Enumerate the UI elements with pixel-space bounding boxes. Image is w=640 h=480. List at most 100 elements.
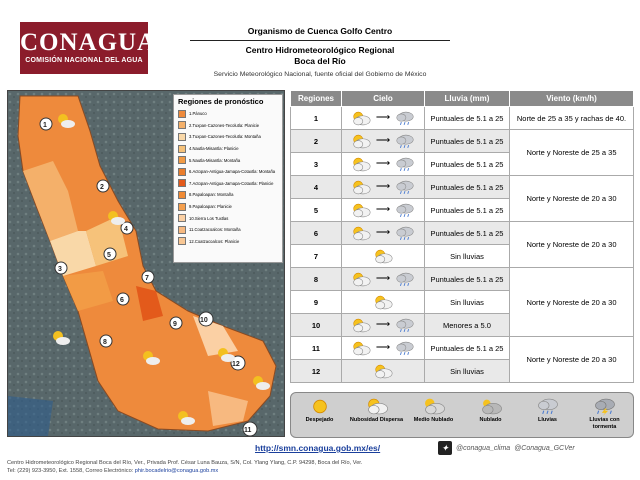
org-title: Organismo de Cuenca Golfo Centro [247,26,393,36]
header-regiones: Regiones [290,90,342,107]
region-label: 7 [145,275,149,282]
thunderstorm-icon [594,398,615,416]
map-legend: Regiones de pronóstico 1.Pánuco 2.Tuxpan-… [173,94,283,263]
table-row: 9 Sin lluvias [290,290,634,314]
rain-icon [396,272,414,286]
footer-address: Centro Hidrometeorológico Regional Boca … [7,460,363,466]
region-label: 2 [100,184,104,191]
region-number: 12 [290,359,342,383]
partly-cloudy-icon [353,111,371,125]
region-number: 9 [290,290,342,314]
footer-phone: Tel: (229) 923-3950, Ext. 1558, Correo E… [7,467,135,474]
region-number: 3 [290,152,342,176]
sky-forecast: ⟶ [341,198,425,222]
legend-item-label: 5.Nautla-Misantla: Montaña [189,157,241,163]
sky-forecast: ⟶ [341,221,425,245]
cloudy-icon [481,399,502,415]
header-lluvia: Lluvia (mm) [424,90,510,107]
footer-email-link[interactable]: phir.bocadelrio@conagua.gob.mx [134,467,219,474]
rain-forecast: Puntuales de 5.1 a 25 [424,198,510,222]
arrow-right-icon: ⟶ [375,204,391,215]
region-number: 11 [290,336,342,360]
sky-forecast: ⟶ [341,267,425,291]
legend-item: 5.Nautla-Misantla: Montaña [174,154,282,166]
legend-swatch [178,225,186,234]
rain-icon [396,111,414,125]
legend-item: 2.Tuxpan-Cazones-Tecolutla: Planicie [174,120,282,132]
legend-item: 1.Pánuco [174,108,282,120]
arrow-right-icon: ⟶ [375,227,391,238]
region-label: 11 [244,427,252,434]
legend-item: 3.Tuxpan-Cazones-Tecolutla: Montaña [174,131,282,143]
icon-legend-item: Nubosidad Dispersa [350,393,404,424]
rain-forecast: Sin lluvias [424,290,510,314]
table-header-row: Regiones Cielo Lluvia (mm) Viento (km/h) [290,90,634,107]
conagua-logo: CONAGUA COMISIÓN NACIONAL DEL AGUA [20,22,155,74]
sky-forecast: ⟶ [341,175,425,199]
partly-cloudy-icon [375,295,393,309]
social-handles: ✦ @conagua_clima @Conagua_GCVer [438,441,575,455]
region-label: 1 [43,122,47,129]
legend-item: 8.Papaloapan: Montaña [174,189,282,201]
sea-area [8,396,53,436]
legend-item-label: 12.Coatzacoalcos: Planicie [189,238,240,244]
partly-cloudy-icon [353,157,371,171]
sky-forecast [341,244,425,268]
partly-cloudy-icon [353,226,371,240]
wind-forecast: Norte y Noreste de 20 a 30 [509,221,634,268]
arrow-right-icon: ⟶ [375,158,391,169]
icon-legend-item: Lluvias con tormenta [578,393,632,430]
footer: Centro Hidrometeorológico Regional Boca … [7,460,362,475]
legend-item-label: 6.Actopan-Antigua-Jamapa-Cotaxtla: Monta… [189,169,276,175]
region-label: 3 [58,266,62,273]
wind-forecast: Norte y Noreste de 20 a 30 [509,267,634,337]
region-label: 12 [232,361,240,368]
rain-icon [396,180,414,194]
header-cielo: Cielo [341,90,425,107]
smn-website-link[interactable]: http://smn.conagua.gob.mx/es/ [255,443,381,453]
legend-swatch [178,237,186,246]
legend-swatch [178,144,186,153]
legend-swatch [178,179,186,188]
service-line: Servicio Meteorológico Nacional, fuente … [213,71,427,78]
partly-cloudy-icon [353,134,371,148]
region-number: 8 [290,267,342,291]
icon-legend-item: Despejado [293,393,347,424]
rain-forecast: Puntuales de 5.1 a 25 [424,267,510,291]
arrow-right-icon: ⟶ [375,135,391,146]
legend-item-label: 11.Coatzacoalcos: Montaña [189,227,241,233]
region-label: 9 [173,321,177,328]
rain-forecast: Menores a 5.0 [424,313,510,337]
rain-forecast: Puntuales de 5.1 a 25 [424,106,510,130]
rain-forecast: Puntuales de 5.1 a 25 [424,175,510,199]
region-label: 10 [200,317,208,324]
table-row: 2 ⟶ Puntuales de 5.1 a 25 Norte y Noreste d… [290,129,634,176]
legend-title: Regiones de pronóstico [178,97,264,106]
icon-legend-item: Nublado [464,393,518,424]
twitter-handle-clima[interactable]: @conagua_clima [456,444,511,452]
map-weather-icons [53,114,270,425]
legend-swatch [178,214,186,223]
partly-cloudy-icon [375,249,393,263]
region-number: 4 [290,175,342,199]
region-4-area [86,216,128,266]
sky-forecast: ⟶ [341,129,425,153]
mostly-cloudy-icon [424,398,445,415]
center-subtitle: Boca del Río [294,56,346,66]
arrow-right-icon: ⟶ [375,319,391,330]
forecast-table: Regiones Cielo Lluvia (mm) Viento (km/h)… [290,90,634,383]
sky-forecast: ⟶ [341,313,425,337]
twitter-icon[interactable]: ✦ [438,441,452,455]
legend-item: 10.Sierra Los Tuxtlas [174,212,282,224]
legend-swatch [178,121,186,130]
table-row: 5 ⟶ Puntuales de 5.1 a 25 [290,198,634,222]
legend-item: 7.Actopan-Antigua-Jamapa-Cotaxtla: Plani… [174,178,282,190]
twitter-handle-gcver[interactable]: @Conagua_GCVer [514,444,575,452]
arrow-right-icon: ⟶ [375,273,391,284]
header-viento: Viento (km/h) [509,90,634,107]
partly-cloudy-icon [367,398,388,415]
region-number: 2 [290,129,342,153]
legend-item-label: 4.Nautla-Misantla: Planicie [189,146,239,152]
partly-cloudy-icon [375,364,393,378]
rain-forecast: Puntuales de 5.1 a 25 [424,129,510,153]
